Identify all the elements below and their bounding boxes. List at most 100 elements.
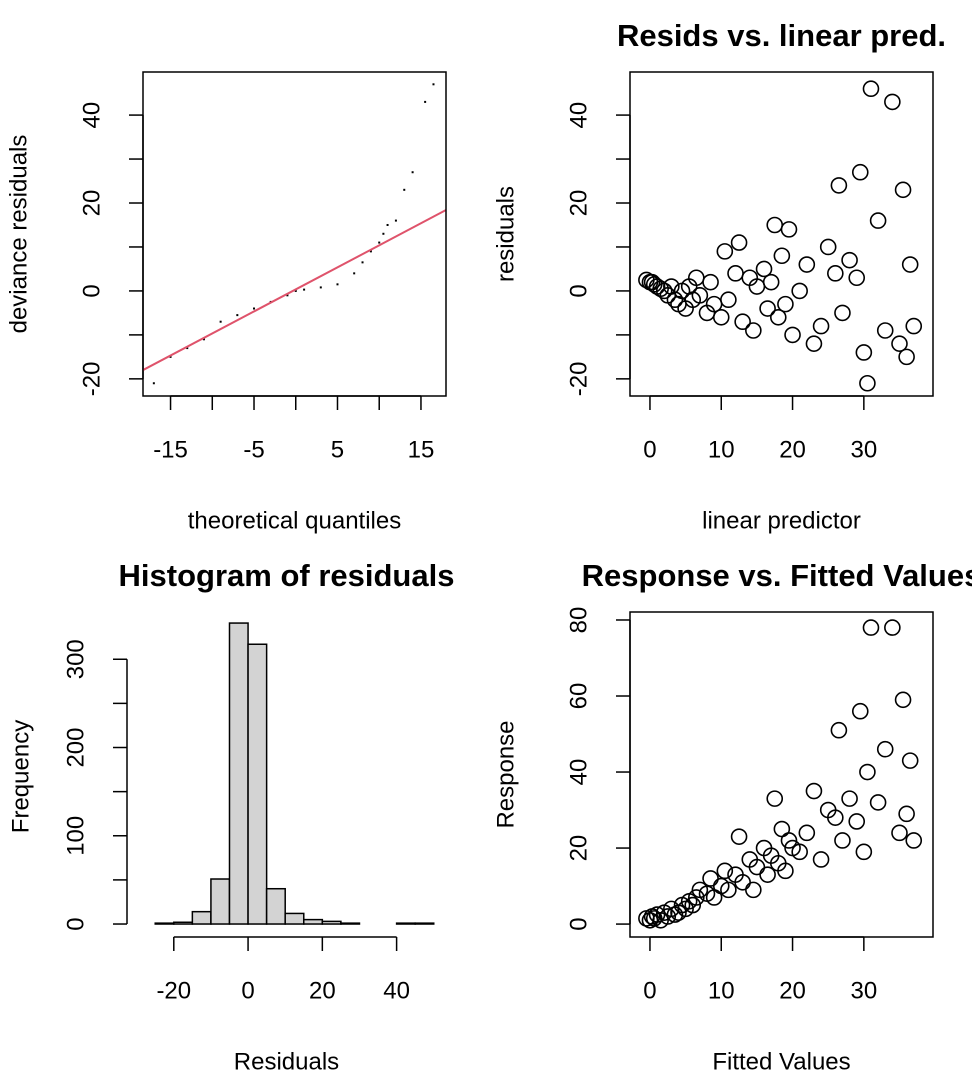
point bbox=[745, 322, 762, 339]
point bbox=[659, 908, 677, 925]
point bbox=[848, 813, 866, 830]
hist-bar bbox=[154, 922, 175, 925]
qq-point bbox=[403, 188, 406, 191]
x-tick-label: 30 bbox=[850, 436, 877, 463]
point bbox=[759, 300, 776, 317]
point bbox=[777, 862, 794, 880]
y-tick-label: 20 bbox=[565, 835, 592, 862]
point bbox=[841, 251, 858, 269]
reference-line bbox=[142, 209, 447, 371]
point bbox=[773, 820, 791, 838]
point bbox=[663, 278, 680, 295]
point bbox=[862, 80, 880, 98]
y-tick-label: 20 bbox=[78, 190, 105, 217]
point bbox=[876, 740, 894, 758]
qq-point bbox=[369, 250, 372, 253]
x-axis-label: theoretical quantiles bbox=[188, 507, 401, 534]
y-tick-label: 40 bbox=[565, 102, 592, 129]
point bbox=[720, 291, 737, 309]
qq-point bbox=[202, 338, 205, 341]
point bbox=[734, 313, 751, 331]
point bbox=[819, 238, 837, 256]
point bbox=[720, 881, 737, 899]
qq-point bbox=[303, 288, 306, 291]
y-tick-label: 300 bbox=[62, 639, 89, 679]
y-tick-label: 40 bbox=[78, 102, 105, 129]
point bbox=[780, 832, 798, 849]
point bbox=[766, 216, 784, 234]
point bbox=[891, 824, 908, 842]
qq-point bbox=[378, 241, 381, 244]
x-axis-label: Residuals bbox=[234, 1048, 339, 1075]
x-tick-label: 20 bbox=[309, 977, 336, 1004]
x-tick-label: 20 bbox=[779, 436, 806, 463]
point bbox=[830, 721, 848, 739]
hist-bar bbox=[340, 922, 361, 925]
point bbox=[766, 790, 784, 807]
x-tick-label: 15 bbox=[408, 436, 435, 463]
point bbox=[859, 763, 876, 781]
point bbox=[827, 809, 844, 826]
x-tick-label: -5 bbox=[243, 436, 264, 463]
plot-box bbox=[629, 611, 934, 938]
point bbox=[755, 260, 773, 278]
qq-point bbox=[394, 219, 397, 222]
point bbox=[905, 317, 923, 335]
qq-point bbox=[382, 232, 385, 235]
point bbox=[645, 910, 663, 927]
qq-point bbox=[424, 100, 427, 103]
qq-point bbox=[294, 289, 297, 292]
qq-point bbox=[361, 261, 364, 264]
hist-bar bbox=[414, 922, 435, 925]
x-tick-label: -20 bbox=[156, 977, 191, 1004]
point bbox=[841, 790, 858, 807]
point bbox=[691, 287, 709, 304]
point bbox=[876, 322, 894, 339]
qq-point bbox=[353, 272, 356, 275]
point bbox=[712, 309, 730, 326]
qq-point bbox=[152, 382, 155, 385]
y-tick-label: 100 bbox=[62, 816, 89, 856]
x-axis-label: linear predictor bbox=[702, 507, 861, 534]
point bbox=[730, 234, 748, 251]
point bbox=[891, 335, 908, 352]
x-tick-label: 0 bbox=[241, 977, 254, 1004]
point bbox=[862, 619, 880, 636]
y-tick-label: 40 bbox=[565, 759, 592, 786]
y-axis-label: residuals bbox=[492, 186, 519, 282]
hist-bar bbox=[247, 643, 268, 925]
y-tick-label: 0 bbox=[565, 284, 592, 297]
x-tick-label: 20 bbox=[779, 977, 806, 1004]
point bbox=[812, 317, 830, 335]
hist-bar bbox=[303, 918, 324, 925]
y-tick-label: 80 bbox=[565, 607, 592, 634]
point bbox=[894, 181, 912, 199]
x-tick-label: 0 bbox=[643, 436, 656, 463]
y-axis-label: deviance residuals bbox=[5, 135, 32, 334]
point bbox=[773, 247, 791, 265]
point bbox=[702, 870, 719, 887]
x-tick-label: 10 bbox=[708, 436, 735, 463]
point bbox=[855, 344, 873, 361]
point bbox=[901, 752, 919, 769]
point bbox=[898, 805, 915, 823]
qq-point bbox=[219, 320, 222, 323]
point bbox=[684, 896, 702, 914]
point bbox=[716, 243, 734, 260]
y-tick-label: 20 bbox=[565, 190, 592, 217]
x-tick-label: 5 bbox=[331, 436, 344, 463]
hist-bar bbox=[191, 910, 212, 925]
qq-point bbox=[169, 355, 172, 358]
point bbox=[812, 851, 830, 868]
hist-bar bbox=[284, 912, 305, 925]
point bbox=[884, 619, 901, 636]
point bbox=[859, 374, 876, 392]
panel-title: Response vs. Fitted Values bbox=[582, 558, 972, 593]
qq-point bbox=[386, 223, 389, 226]
x-tick-label: 0 bbox=[643, 977, 656, 1004]
point bbox=[805, 335, 823, 352]
panel-title: Resids vs. linear pred. bbox=[617, 18, 946, 53]
y-tick-label: 0 bbox=[565, 917, 592, 930]
panel-title: Histogram of residuals bbox=[119, 558, 455, 593]
